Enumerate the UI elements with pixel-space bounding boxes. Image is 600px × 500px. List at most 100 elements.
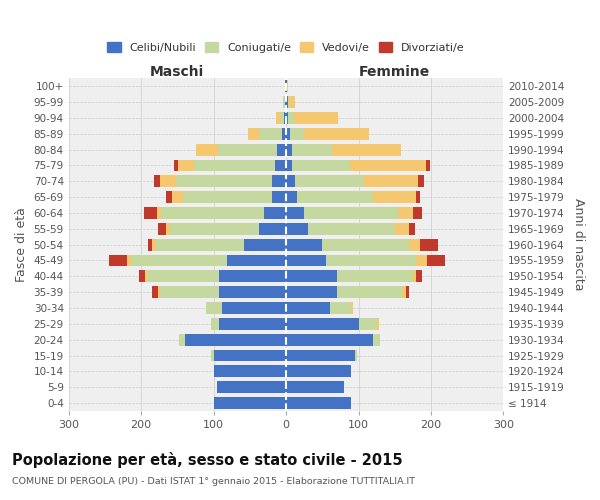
Bar xyxy=(283,96,284,108)
Bar xyxy=(337,286,402,298)
Bar xyxy=(413,207,422,219)
Bar xyxy=(359,318,377,330)
Bar xyxy=(248,128,259,140)
Bar xyxy=(409,223,415,235)
Bar xyxy=(427,254,445,266)
Bar xyxy=(286,286,337,298)
Bar xyxy=(154,176,160,187)
Bar xyxy=(214,366,286,378)
Bar xyxy=(158,223,166,235)
Bar xyxy=(292,160,350,172)
Bar xyxy=(220,270,286,282)
Bar xyxy=(244,238,286,250)
Bar xyxy=(284,96,286,108)
Bar xyxy=(286,302,329,314)
Y-axis label: Fasce di età: Fasce di età xyxy=(15,207,28,282)
Bar xyxy=(373,191,416,203)
Bar xyxy=(418,176,424,187)
Bar xyxy=(206,302,222,314)
Bar xyxy=(416,191,420,203)
Bar xyxy=(286,254,326,266)
Bar xyxy=(329,302,351,314)
Legend: Celibi/Nubili, Coniugati/e, Vedovi/e, Divorziati/e: Celibi/Nubili, Coniugati/e, Vedovi/e, Di… xyxy=(103,38,469,57)
Bar xyxy=(406,286,409,298)
Bar xyxy=(286,350,355,362)
Bar xyxy=(183,191,272,203)
Text: Maschi: Maschi xyxy=(150,65,205,79)
Bar xyxy=(292,144,332,156)
Bar xyxy=(276,112,280,124)
Bar xyxy=(286,318,359,330)
Bar xyxy=(172,191,183,203)
Bar xyxy=(295,176,364,187)
Bar xyxy=(332,144,401,156)
Bar xyxy=(145,270,147,282)
Bar xyxy=(152,286,158,298)
Bar xyxy=(160,286,220,298)
Bar xyxy=(420,238,438,250)
Bar xyxy=(194,160,275,172)
Bar xyxy=(160,176,176,187)
Bar xyxy=(286,112,288,124)
Bar xyxy=(275,160,286,172)
Bar xyxy=(286,128,290,140)
Bar xyxy=(304,207,398,219)
Bar xyxy=(259,223,286,235)
Bar xyxy=(286,334,373,345)
Bar xyxy=(147,270,220,282)
Bar xyxy=(304,128,370,140)
Bar xyxy=(282,128,286,140)
Bar xyxy=(148,238,152,250)
Bar xyxy=(286,223,308,235)
Bar xyxy=(413,270,416,282)
Bar xyxy=(294,112,338,124)
Bar xyxy=(297,191,373,203)
Bar xyxy=(286,207,304,219)
Bar xyxy=(337,270,413,282)
Bar xyxy=(214,397,286,409)
Bar xyxy=(322,238,409,250)
Bar xyxy=(286,144,292,156)
Bar xyxy=(155,238,244,250)
Bar xyxy=(220,286,286,298)
Bar xyxy=(176,176,272,187)
Bar xyxy=(265,207,286,219)
Bar xyxy=(416,254,427,266)
Bar xyxy=(287,96,289,108)
Text: Popolazione per età, sesso e stato civile - 2015: Popolazione per età, sesso e stato civil… xyxy=(12,452,403,468)
Bar xyxy=(259,128,282,140)
Bar xyxy=(286,270,337,282)
Text: COMUNE DI PERGOLA (PU) - Dati ISTAT 1° gennaio 2015 - Elaborazione TUTTITALIA.IT: COMUNE DI PERGOLA (PU) - Dati ISTAT 1° g… xyxy=(12,478,415,486)
Bar xyxy=(290,128,304,140)
Bar xyxy=(286,176,295,187)
Bar xyxy=(144,207,157,219)
Bar xyxy=(211,318,220,330)
Bar xyxy=(326,254,416,266)
Bar xyxy=(170,223,259,235)
Text: Femmine: Femmine xyxy=(359,65,430,79)
Bar xyxy=(364,176,418,187)
Bar xyxy=(214,350,286,362)
Bar xyxy=(286,160,292,172)
Bar xyxy=(277,144,286,156)
Bar xyxy=(351,302,353,314)
Y-axis label: Anni di nascita: Anni di nascita xyxy=(572,198,585,291)
Bar xyxy=(178,160,194,172)
Bar xyxy=(272,191,286,203)
Bar xyxy=(286,366,351,378)
Bar xyxy=(355,350,357,362)
Bar xyxy=(286,382,344,393)
Bar xyxy=(220,318,286,330)
Bar xyxy=(308,223,395,235)
Bar xyxy=(377,318,379,330)
Bar xyxy=(286,397,351,409)
Bar xyxy=(402,286,406,298)
Bar xyxy=(395,223,409,235)
Bar xyxy=(166,223,170,235)
Bar xyxy=(158,286,160,298)
Bar xyxy=(157,207,161,219)
Bar xyxy=(196,144,218,156)
Bar xyxy=(289,96,295,108)
Bar xyxy=(284,80,286,92)
Bar xyxy=(409,238,420,250)
